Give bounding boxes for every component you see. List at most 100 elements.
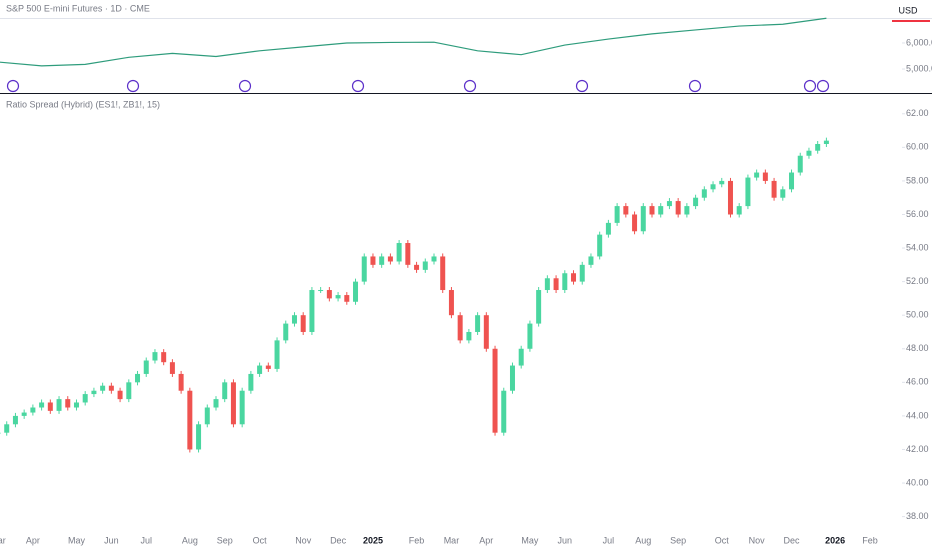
- candle: [222, 382, 228, 400]
- candle: [187, 390, 193, 450]
- event-icon[interactable]: [126, 79, 140, 93]
- candle: [780, 189, 786, 198]
- candle: [387, 256, 393, 262]
- candle: [536, 290, 542, 324]
- candle: [283, 323, 289, 341]
- event-icon[interactable]: [6, 79, 20, 93]
- y-tick-label: 42.00: [906, 444, 929, 454]
- y-tick-label: 46.00: [906, 377, 929, 387]
- candle: [47, 402, 53, 411]
- event-markers: [6, 79, 830, 93]
- candle: [588, 256, 594, 265]
- candle: [108, 385, 114, 391]
- candle: [361, 256, 367, 282]
- candle: [649, 206, 655, 215]
- candle: [501, 390, 507, 433]
- candle: [4, 424, 10, 433]
- candle: [701, 189, 707, 198]
- candle: [466, 331, 472, 341]
- x-tick-label: Aug: [182, 535, 198, 545]
- candle: [736, 206, 742, 215]
- top-title: S&P 500 E-mini Futures · 1D · CME: [6, 3, 150, 13]
- candle: [318, 290, 324, 292]
- candle: [727, 180, 733, 215]
- candle: [326, 290, 332, 299]
- candle: [597, 234, 603, 257]
- candle: [73, 402, 79, 408]
- candle: [518, 348, 524, 366]
- candle: [65, 399, 71, 408]
- event-icon[interactable]: [463, 79, 477, 93]
- candle: [204, 407, 210, 425]
- x-tick-label: May: [521, 535, 539, 545]
- event-icon[interactable]: [816, 79, 830, 93]
- candle: [30, 407, 36, 413]
- event-icon[interactable]: [351, 79, 365, 93]
- candle: [230, 382, 236, 425]
- candle: [143, 360, 149, 374]
- event-icon[interactable]: [688, 79, 702, 93]
- y-tick-label: 50.00: [906, 310, 929, 320]
- x-tick-label: Jul: [603, 535, 615, 545]
- candle: [806, 150, 812, 156]
- event-icon[interactable]: [238, 79, 252, 93]
- currency-button[interactable]: [890, 2, 930, 21]
- candle: [562, 273, 568, 291]
- candle: [239, 390, 245, 425]
- event-icon[interactable]: [575, 79, 589, 93]
- candle: [335, 295, 341, 299]
- y-tick-label: 40.00: [906, 477, 929, 487]
- x-tick-label: Mar: [0, 535, 6, 545]
- candle: [605, 222, 611, 235]
- x-tick-label: Dec: [330, 535, 347, 545]
- candle: [632, 214, 638, 232]
- candle: [12, 415, 18, 425]
- candle: [789, 172, 795, 190]
- x-tick-label: Feb: [862, 535, 878, 545]
- candle: [422, 261, 428, 270]
- x-tick-label: Apr: [479, 535, 493, 545]
- candle: [771, 180, 777, 198]
- candle: [300, 315, 306, 332]
- y-tick-label: 6,000.00: [906, 37, 932, 47]
- event-icon[interactable]: [803, 79, 817, 93]
- x-tick-label: Jun: [558, 535, 573, 545]
- x-tick-label: Feb: [409, 535, 425, 545]
- currency[interactable]: USD: [898, 5, 918, 15]
- y-tick-label: 44.00: [906, 410, 929, 420]
- candle: [56, 399, 62, 411]
- candle: [396, 243, 402, 262]
- x-tick-label: Nov: [749, 535, 766, 545]
- candle: [353, 281, 359, 302]
- y-tick-label: 48.00: [906, 343, 929, 353]
- y-tick-label: 52.00: [906, 276, 929, 286]
- y-tick-label: 38.00: [906, 511, 929, 521]
- x-tick-label: Sep: [217, 535, 233, 545]
- candle: [684, 206, 690, 215]
- candle: [640, 206, 646, 232]
- candle: [754, 172, 760, 178]
- candle: [126, 382, 132, 400]
- x-tick-label: Dec: [784, 535, 801, 545]
- candle: [571, 273, 577, 282]
- y-tick-label: 56.00: [906, 209, 929, 219]
- candle: [196, 424, 202, 450]
- candle: [448, 290, 454, 316]
- candle: [152, 352, 158, 361]
- candle: [135, 373, 141, 383]
- x-tick-label: Aug: [635, 535, 651, 545]
- y-tick-label: 58.00: [906, 175, 929, 185]
- candle: [823, 140, 829, 144]
- candle: [21, 412, 27, 416]
- candle: [440, 256, 446, 291]
- y-tick-label: 5,000.00: [906, 63, 932, 73]
- x-tick-label: 2025: [363, 535, 383, 545]
- candle: [248, 373, 254, 391]
- y-tick-label: 60.00: [906, 142, 929, 152]
- candle: [370, 256, 376, 265]
- candle: [82, 394, 88, 403]
- candle: [0, 432, 1, 434]
